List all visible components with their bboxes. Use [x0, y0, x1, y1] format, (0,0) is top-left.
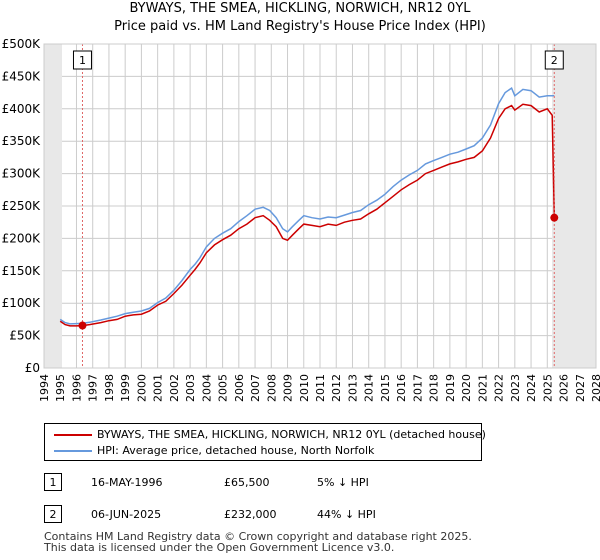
x-tick-label: 2020: [460, 374, 473, 402]
sale-marker-1: 1: [44, 473, 62, 491]
y-tick-label: £400K: [2, 102, 42, 116]
sale-annotation-box-1: [72, 50, 92, 70]
y-tick-label: £250K: [2, 199, 42, 213]
legend-swatch-hpi: [54, 450, 92, 452]
x-tick-label: 2014: [363, 374, 376, 402]
x-tick-label: 2021: [476, 374, 489, 402]
sale-annotation-label-2: 2: [551, 54, 558, 67]
y-tick-label: £300K: [2, 167, 42, 181]
footer-licence: This data is licensed under the Open Gov…: [44, 541, 395, 554]
legend-swatch-property: [54, 434, 92, 436]
x-tick-label: 2026: [558, 374, 571, 402]
x-tick-label: 1999: [119, 374, 132, 402]
y-tick-label: £150K: [2, 264, 42, 278]
chart-subtitle: Price paid vs. HM Land Registry's House …: [114, 19, 486, 34]
sale-price: £65,500: [224, 476, 270, 489]
x-tick-label: 2011: [314, 374, 327, 402]
y-tick-label: £200K: [2, 231, 42, 245]
x-tick-label: 2008: [265, 374, 278, 402]
sale-date: 06-JUN-2025: [91, 508, 162, 521]
sale-date: 16-MAY-1996: [91, 476, 163, 489]
footer-copyright: Contains HM Land Registry data © Crown c…: [44, 530, 472, 543]
x-tick-label: 2003: [184, 374, 197, 402]
sale-hpi-diff: 5% ↓ HPI: [317, 476, 369, 489]
x-tick-label: 1994: [38, 374, 51, 402]
sale-hpi-diff: 44% ↓ HPI: [317, 508, 376, 521]
plot-border: [43, 43, 597, 369]
x-tick-label: 2019: [444, 374, 457, 402]
x-tick-label: 2024: [525, 374, 538, 402]
legend-label-property: BYWAYS, THE SMEA, HICKLING, NORWICH, NR1…: [97, 428, 486, 441]
x-tick-label: 1995: [54, 374, 67, 402]
x-tick-label: 2015: [379, 374, 392, 402]
x-tick-label: 2012: [330, 374, 343, 402]
sale-price: £232,000: [224, 508, 277, 521]
x-tick-label: 2028: [590, 374, 600, 402]
x-tick-label: 2000: [135, 374, 148, 402]
x-tick-label: 2018: [428, 374, 441, 402]
x-tick-label: 2010: [298, 374, 311, 402]
x-tick-label: 2022: [493, 374, 506, 402]
sale-annotation-label-1: 1: [79, 54, 86, 67]
x-tick-label: 2006: [233, 374, 246, 402]
x-tick-label: 2007: [249, 374, 262, 402]
x-tick-label: 1998: [103, 374, 116, 402]
x-tick-label: 2004: [200, 374, 213, 402]
price-paid-line: [59, 103, 556, 327]
y-tick-label: £500K: [2, 37, 42, 51]
x-tick-label: 1996: [70, 374, 83, 402]
chart-title: BYWAYS, THE SMEA, HICKLING, NORWICH, NR1…: [129, 1, 471, 16]
x-tick-label: 2016: [395, 374, 408, 402]
x-tick-label: 2023: [509, 374, 522, 402]
future-region: [552, 44, 596, 368]
sale-marker-2: 2: [44, 505, 62, 523]
y-tick-label: £50K: [9, 329, 41, 343]
y-tick-label: £0: [25, 361, 40, 375]
x-tick-label: 2009: [282, 374, 295, 402]
legend: BYWAYS, THE SMEA, HICKLING, NORWICH, NR1…: [44, 423, 486, 461]
y-tick-label: £350K: [2, 134, 42, 148]
x-tick-label: 2025: [541, 374, 554, 402]
x-tick-label: 1997: [87, 374, 100, 402]
hatch-region: [44, 44, 62, 368]
x-tick-label: 2005: [217, 374, 230, 402]
hpi-line: [59, 86, 555, 325]
sale-annotation-box-2: [544, 50, 564, 70]
y-tick-label: £450K: [2, 69, 42, 83]
legend-label-hpi: HPI: Average price, detached house, Nort…: [97, 444, 375, 457]
x-tick-label: 2027: [574, 374, 587, 402]
x-tick-label: 2013: [346, 374, 359, 402]
x-tick-label: 2017: [411, 374, 424, 402]
x-tick-label: 2001: [152, 374, 165, 402]
y-tick-label: £100K: [2, 296, 42, 310]
sale-point-2: [550, 213, 559, 222]
x-tick-label: 2002: [168, 374, 181, 402]
sale-point-1: [78, 321, 87, 330]
